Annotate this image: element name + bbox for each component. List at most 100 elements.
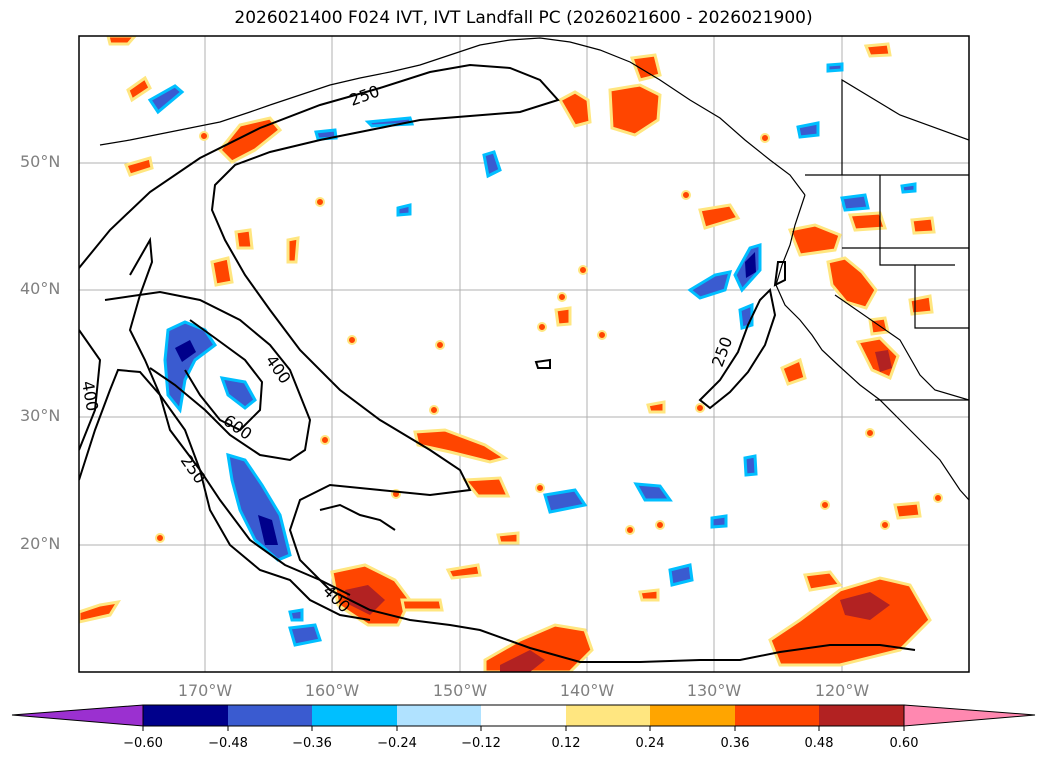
colorbar-tick-label: 0.48 <box>804 736 834 751</box>
gridlines <box>79 36 969 672</box>
contour-small-b <box>319 503 396 531</box>
neg-region-coast-c <box>738 302 754 330</box>
neg-region-mid-d <box>668 563 694 587</box>
blob <box>681 190 691 200</box>
blob <box>695 403 705 413</box>
pos-region-west-a <box>210 256 234 287</box>
positive-shading <box>79 36 936 672</box>
pos-dark-ca <box>875 350 892 372</box>
neg-dark-coast <box>745 252 756 278</box>
colorbar-bin <box>397 705 481 726</box>
neg-region-sw <box>288 623 322 647</box>
pos-region-canada <box>863 42 892 58</box>
lon-label-150w: 150°W <box>432 681 488 700</box>
lon-label-130w: 130°W <box>686 681 742 700</box>
contour-250-coast <box>698 287 777 410</box>
pos-region-nw-a <box>217 116 283 164</box>
colorbar <box>11 704 1036 731</box>
negative-dark-shading <box>175 252 756 545</box>
blob <box>597 330 607 340</box>
blob <box>760 133 770 143</box>
blob <box>578 265 588 275</box>
border-state-e <box>914 265 969 329</box>
pos-region-wa <box>698 203 741 230</box>
coastlines <box>99 37 969 501</box>
colorbar-tick-label: −0.12 <box>461 736 501 751</box>
neg-region-sw-b <box>288 608 304 622</box>
colorbar-tick-label: −0.48 <box>208 736 248 751</box>
pos-region-top <box>106 36 137 46</box>
border-state-d <box>834 294 969 401</box>
pos-region-south-e <box>638 588 660 602</box>
colorbar-tick-label: 0.12 <box>551 736 581 751</box>
map-background <box>79 36 969 672</box>
lon-label-120w: 120°W <box>814 681 870 700</box>
pos-region-gulf-b <box>608 83 662 137</box>
neg-region-mid-b <box>543 488 588 514</box>
blob <box>320 435 330 445</box>
colorbar-tick-label: 0.60 <box>889 736 919 751</box>
colorbar-bin <box>143 705 228 726</box>
coastline-bc <box>775 194 969 501</box>
contour-250-outer <box>79 63 916 663</box>
positive-dark-shading <box>345 350 892 672</box>
neg-region-coast-a <box>687 270 733 300</box>
pos-region-west-c <box>286 236 300 264</box>
pos-region-sw-c <box>445 563 482 580</box>
border-state-a <box>841 78 969 175</box>
neg-region-canada-b <box>796 121 820 139</box>
neg-region-canada-c <box>826 62 844 73</box>
pos-region-mid-c <box>646 400 666 414</box>
lon-label-160w: 160°W <box>304 681 360 700</box>
blob <box>880 520 890 530</box>
blob <box>155 533 165 543</box>
pos-region-gulf-a <box>557 90 592 128</box>
pos-region-west-b <box>234 228 254 250</box>
pos-region-south-c <box>802 570 843 592</box>
blob <box>625 525 635 535</box>
contour-250-south <box>79 368 351 596</box>
pos-region-nw-c <box>123 156 154 177</box>
neg-region-nw-b <box>314 128 338 141</box>
pos-region-nw-b <box>126 75 152 103</box>
colorbar-extend-left <box>11 704 144 727</box>
pos-region-south-b <box>768 576 932 667</box>
pos-region-nw-coast-a <box>787 223 842 257</box>
colorbar-tick-label: −0.24 <box>377 736 417 751</box>
coastline-aleutians <box>99 104 271 146</box>
blob <box>535 483 545 493</box>
pos-region-nw-coast-b <box>847 211 888 232</box>
pos-region-sw-b <box>400 598 444 612</box>
neg-dark-west-a <box>175 340 196 362</box>
pos-region-ca-a <box>826 256 878 310</box>
pos-region-mid-d <box>554 306 572 327</box>
pos-region-mid-b <box>461 476 511 498</box>
neg-dark-west-b <box>258 515 278 545</box>
ivt-contours <box>79 63 916 663</box>
colorbar-bin <box>566 705 650 726</box>
colorbar-bin <box>312 705 397 726</box>
colorbar-bin <box>735 705 819 726</box>
colorbar-frame <box>142 704 905 727</box>
pos-region-ca-d <box>908 294 934 316</box>
pos-dark-south-b <box>840 592 890 620</box>
blob <box>557 292 567 302</box>
colorbar-tick-label: 0.24 <box>635 736 665 751</box>
pos-region-sw-d <box>79 599 122 624</box>
colorbar-bin <box>819 705 904 726</box>
colorbar-bin <box>228 705 312 726</box>
pos-region-nw-coast-c <box>910 216 936 235</box>
neg-region-canada <box>840 193 870 212</box>
contour-400-west <box>79 329 102 451</box>
contour-250-inner <box>128 236 371 621</box>
pos-region-ca-e <box>780 357 807 386</box>
blob <box>655 520 665 530</box>
colorbar-bin <box>650 705 735 726</box>
blob <box>820 500 830 510</box>
neg-region-mid-e <box>710 514 728 529</box>
lat-label-40n: 40°N <box>20 279 61 298</box>
colorbar-tick-label: −0.36 <box>292 736 332 751</box>
colorbar-tick-label: −0.60 <box>123 736 163 751</box>
neg-region-gulf <box>482 150 502 179</box>
